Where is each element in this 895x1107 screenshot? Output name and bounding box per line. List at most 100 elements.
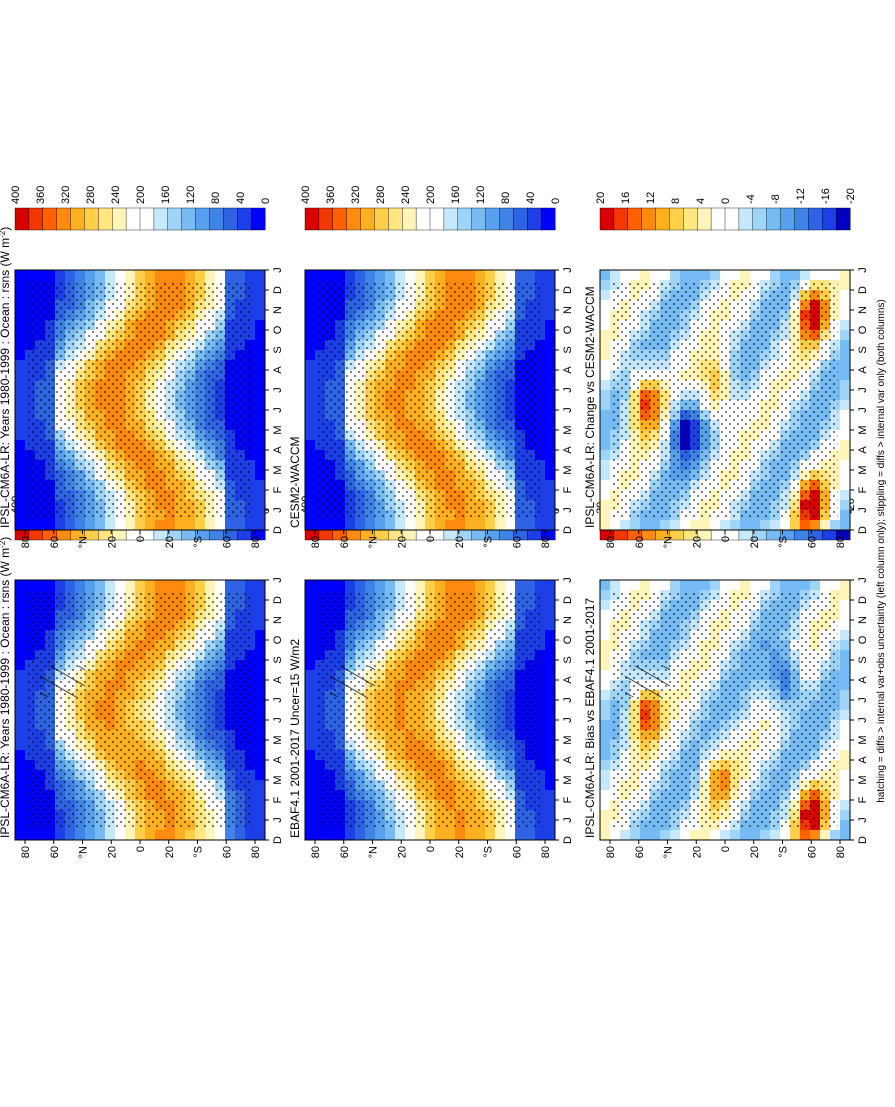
- heatmap-cell: [35, 519, 46, 530]
- heatmap-cell: [15, 789, 26, 800]
- footnote: hatching = diffs > internal var+obs unce…: [876, 299, 887, 803]
- heatmap-cell: [165, 579, 176, 590]
- heatmap-cell: [545, 719, 556, 730]
- heatmap-cell: [85, 269, 96, 280]
- heatmap-cell: [255, 779, 266, 790]
- heatmap-cell: [115, 519, 126, 530]
- heatmap-cell: [15, 319, 26, 330]
- heatmap-cell: [415, 579, 426, 590]
- heatmap-cell: [305, 759, 316, 770]
- heatmap-cell: [305, 599, 316, 610]
- heatmap-cell: [125, 579, 136, 590]
- heatmap-cell: [840, 749, 851, 760]
- heatmap-cell: [545, 619, 556, 630]
- heatmap-cell: [305, 349, 316, 360]
- colorbar-swatch: [28, 207, 44, 231]
- heatmap-cell: [545, 429, 556, 440]
- heatmap-cell: [25, 519, 36, 530]
- heatmap-cell: [620, 829, 631, 840]
- heatmap-cell: [255, 339, 266, 350]
- heatmap-cell: [455, 829, 466, 840]
- heatmap-cell: [15, 419, 26, 430]
- chart-panel: D J F M A M J J A S O N D J 80 60 °N 20 0 20 °S 60 80 IPSL-CM6A…: [583, 498, 869, 858]
- x-tick-label: S: [272, 346, 284, 353]
- heatmap-cell: [840, 349, 851, 360]
- heatmap-cell: [255, 659, 266, 670]
- heatmap-cell: [85, 829, 96, 840]
- heatmap-cell: [105, 269, 116, 280]
- heatmap-cell: [600, 609, 611, 620]
- heatmap-cell: [455, 269, 466, 280]
- colorbar-tick-label: 0: [550, 198, 562, 204]
- heatmap-cell: [15, 449, 26, 460]
- heatmap-cell: [15, 429, 26, 440]
- heatmap-cell: [355, 519, 366, 530]
- x-tick-label: J: [272, 717, 284, 723]
- colorbar-swatch: [780, 207, 795, 231]
- heatmap-cell: [525, 269, 536, 280]
- heatmap-cell: [515, 269, 526, 280]
- heatmap-cell: [840, 339, 851, 350]
- colorbar-tick-label: 0: [260, 508, 272, 514]
- heatmap-cell: [255, 819, 266, 830]
- heatmap-cell: [545, 729, 556, 740]
- x-tick-label: S: [857, 346, 869, 353]
- heatmap-cell: [545, 289, 556, 300]
- heatmap-cell: [15, 759, 26, 770]
- x-tick-label: O: [857, 635, 869, 644]
- heatmap-cell: [840, 609, 851, 620]
- heatmap-cell: [255, 479, 266, 490]
- stippling: [612, 593, 838, 827]
- heatmap-cell: [245, 519, 256, 530]
- heatmap-cell: [355, 579, 366, 590]
- heatmap-cell: [600, 779, 611, 790]
- heatmap-cell: [600, 579, 611, 590]
- heatmap-cell: [820, 829, 831, 840]
- heatmap-cell: [15, 619, 26, 630]
- colorbar-tick-label: 200: [135, 186, 147, 204]
- heatmap-cell: [840, 579, 851, 590]
- colorbar-tick-label: 120: [185, 186, 197, 204]
- heatmap-cell: [305, 829, 316, 840]
- heatmap-cell: [15, 459, 26, 470]
- heatmap-cell: [75, 829, 86, 840]
- heatmap-cell: [545, 459, 556, 470]
- x-tick-label: F: [857, 486, 869, 493]
- heatmap-cell: [545, 779, 556, 790]
- heatmap-cell: [15, 799, 26, 810]
- heatmap-cell: [175, 519, 186, 530]
- heatmap-cell: [780, 519, 791, 530]
- heatmap-cell: [670, 269, 681, 280]
- heatmap-cell: [25, 269, 36, 280]
- heatmap-cell: [155, 519, 166, 530]
- heatmap-cell: [15, 279, 26, 290]
- heatmap-cell: [545, 489, 556, 500]
- colorbar-swatch: [388, 207, 403, 231]
- heatmap-cell: [600, 689, 611, 700]
- x-tick-label: M: [272, 425, 284, 434]
- x-tick-label: M: [272, 775, 284, 784]
- x-tick-label: D: [857, 526, 869, 534]
- heatmap-cell: [155, 269, 166, 280]
- heatmap-cell: [600, 349, 611, 360]
- colorbar-tick-label: -16: [820, 188, 832, 204]
- heatmap-cell: [15, 809, 26, 820]
- heatmap-cell: [810, 579, 821, 590]
- heatmap-cell: [770, 519, 781, 530]
- colorbar-swatch: [641, 207, 657, 231]
- heatmap-cell: [305, 319, 316, 330]
- heatmap-cell: [600, 389, 611, 400]
- x-tick-label: M: [562, 775, 574, 784]
- x-tick-label: M: [857, 425, 869, 434]
- heatmap-cell: [545, 279, 556, 290]
- heatmap-cell: [640, 829, 651, 840]
- heatmap-cell: [15, 649, 26, 660]
- heatmap-cell: [790, 269, 801, 280]
- heatmap-cell: [435, 519, 446, 530]
- y-tick-label: 80: [20, 846, 32, 858]
- heatmap-cell: [235, 829, 246, 840]
- colorbar-swatch: [42, 207, 58, 231]
- heatmap-cell: [255, 459, 266, 470]
- heatmap-cell: [305, 469, 316, 480]
- heatmap-cell: [790, 519, 801, 530]
